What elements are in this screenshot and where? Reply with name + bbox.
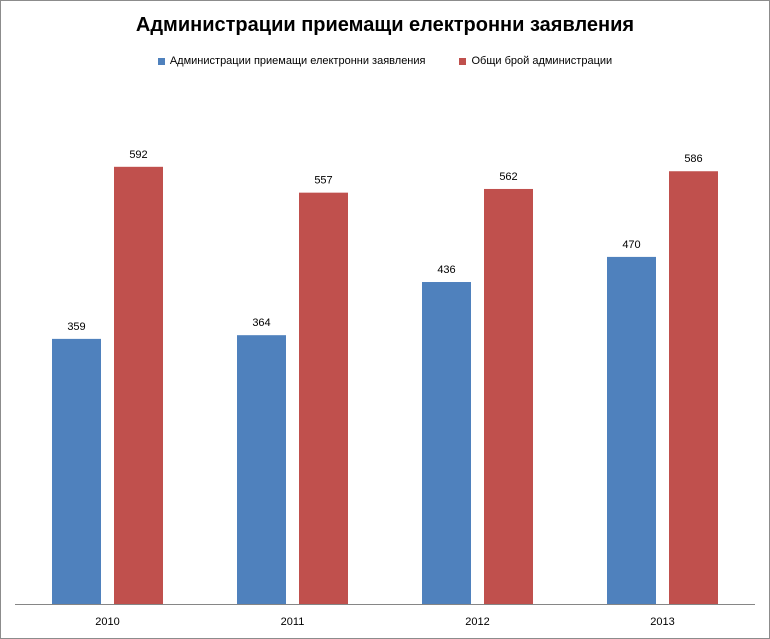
legend-label-total: Общи брой администрации	[471, 55, 613, 67]
bar-total-2011	[299, 192, 348, 604]
bar-applications-2013	[607, 256, 656, 604]
legend-swatch-total	[459, 57, 467, 65]
legend-item-total: Общи брой администрации	[459, 55, 612, 67]
data-label-total-2012: 562	[499, 171, 517, 183]
data-label-applications-2010: 359	[67, 321, 85, 333]
bar-total-2012	[484, 188, 533, 604]
bar-applications-2012	[422, 282, 471, 604]
data-label-applications-2012: 436	[437, 264, 455, 276]
x-tick-label-2012: 2012	[465, 616, 489, 628]
legend-item-applications: Администрации приемащи електронни заявле…	[157, 55, 426, 67]
bar-total-2013	[669, 171, 718, 604]
bar-total-2010	[114, 166, 163, 605]
legend-swatch-applications	[157, 57, 165, 65]
data-label-applications-2011: 364	[252, 317, 270, 329]
legend-label-applications: Администрации приемащи електронни заявле…	[169, 55, 426, 67]
x-tick-label-2013: 2013	[650, 616, 674, 628]
data-label-total-2013: 586	[684, 153, 702, 165]
data-label-applications-2013: 470	[622, 239, 640, 251]
x-tick-label-2010: 2010	[95, 616, 119, 628]
bar-applications-2011	[237, 335, 286, 604]
x-tick-label-2011: 2011	[281, 616, 305, 628]
data-label-total-2011: 557	[314, 175, 332, 187]
bar-applications-2010	[52, 338, 101, 604]
chart-title: Администрации приемащи електронни заявле…	[135, 14, 635, 36]
legend: Администрации приемащи електронни заявле…	[0, 55, 770, 67]
data-label-total-2010: 592	[129, 149, 147, 161]
